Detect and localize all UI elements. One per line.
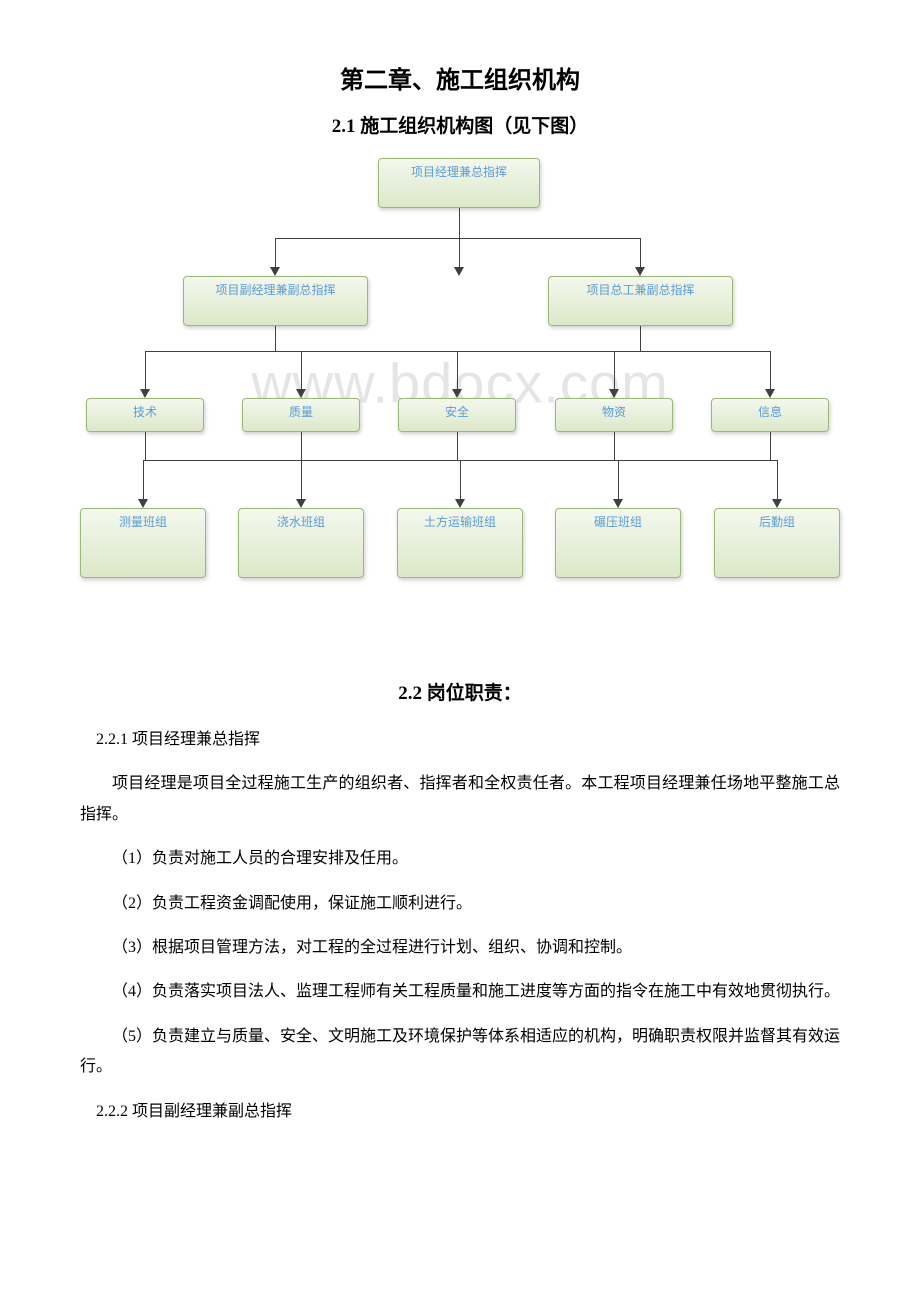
arrow-icon: [140, 389, 150, 398]
section-2-1-title: 2.1 施工组织机构图（见下图）: [80, 111, 840, 138]
connector-line: [640, 238, 641, 267]
connector-line: [770, 432, 771, 460]
connector-line: [614, 432, 615, 460]
connector-line: [301, 351, 302, 389]
subheading-2-2-2: 2.2.2 项目副经理兼副总指挥: [80, 1097, 840, 1127]
connector-line: [640, 326, 641, 351]
connector-line: [145, 351, 771, 352]
org-flowchart: www.bdocx.com 项目经理兼总指挥 项目副经理兼副总指挥 项目总工兼副…: [80, 158, 840, 608]
connector-line: [457, 351, 458, 389]
node-rolling-team: 碾压班组: [555, 508, 681, 578]
connector-line: [145, 432, 146, 460]
connector-line: [777, 460, 778, 499]
connector-line: [301, 460, 302, 499]
arrow-icon: [635, 267, 645, 276]
connector-line: [459, 238, 460, 267]
connector-line: [770, 351, 771, 389]
node-survey-team: 测量班组: [80, 508, 206, 578]
node-logistics-team: 后勤组: [714, 508, 840, 578]
connector-line: [460, 460, 461, 499]
connector-line: [301, 432, 302, 460]
subheading-2-2-1: 2.2.1 项目经理兼总指挥: [80, 725, 840, 755]
arrow-icon: [138, 499, 148, 508]
connector-line: [459, 208, 460, 238]
section-2-2-title: 2.2 岗位职责：: [80, 678, 840, 705]
node-tech: 技术: [86, 398, 204, 432]
chapter-title: 第二章、施工组织机构: [80, 60, 840, 95]
connector-line: [457, 432, 458, 460]
arrow-icon: [296, 499, 306, 508]
arrow-icon: [772, 499, 782, 508]
connector-line: [618, 460, 619, 499]
connector-line: [275, 326, 276, 351]
arrow-icon: [454, 267, 464, 276]
connector-line: [275, 238, 641, 239]
connector-line: [145, 351, 146, 389]
arrow-icon: [765, 389, 775, 398]
paragraph-intro: 项目经理是项目全过程施工生产的组织者、指挥者和全权责任者。本工程项目经理兼任场地…: [80, 769, 840, 830]
duty-item-1: （1）负责对施工人员的合理安排及任用。: [80, 844, 840, 874]
node-quality: 质量: [242, 398, 360, 432]
node-info: 信息: [711, 398, 829, 432]
connector-line: [143, 460, 144, 499]
node-chief-engineer: 项目总工兼副总指挥: [548, 276, 733, 326]
node-earthwork-team: 土方运输班组: [397, 508, 523, 578]
duty-item-3: （3）根据项目管理方法，对工程的全过程进行计划、组织、协调和控制。: [80, 933, 840, 963]
node-deputy-manager: 项目副经理兼副总指挥: [183, 276, 368, 326]
arrow-icon: [296, 389, 306, 398]
connector-line: [614, 351, 615, 389]
node-watering-team: 浇水班组: [238, 508, 364, 578]
arrow-icon: [613, 499, 623, 508]
duty-item-2: （2）负责工程资金调配使用，保证施工顺利进行。: [80, 889, 840, 919]
arrow-icon: [452, 389, 462, 398]
duty-item-4: （4）负责落实项目法人、监理工程师有关工程质量和施工进度等方面的指令在施工中有效…: [80, 977, 840, 1007]
arrow-icon: [270, 267, 280, 276]
node-project-manager: 项目经理兼总指挥: [378, 158, 540, 208]
arrow-icon: [609, 389, 619, 398]
node-materials: 物资: [555, 398, 673, 432]
node-safety: 安全: [398, 398, 516, 432]
duty-item-5: （5）负责建立与质量、安全、文明施工及环境保护等体系相适应的机构，明确职责权限并…: [80, 1022, 840, 1083]
connector-line: [275, 238, 276, 267]
arrow-icon: [455, 499, 465, 508]
